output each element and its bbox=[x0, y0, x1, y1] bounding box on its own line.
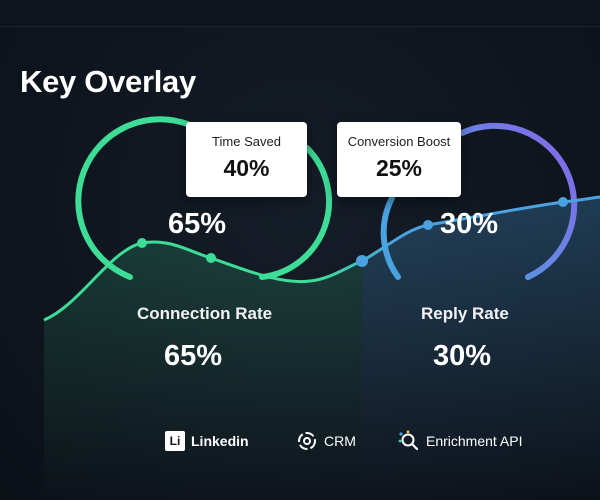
card-label: Conversion Boost bbox=[347, 134, 451, 149]
trend-point bbox=[558, 197, 568, 207]
crm-icon bbox=[296, 430, 318, 452]
gauge-arc-reply-rate-left bbox=[380, 195, 401, 280]
gauge-center-value-connection-rate: 65% bbox=[168, 208, 227, 240]
integration-enrichment-api[interactable]: Enrichment API bbox=[398, 428, 523, 454]
integration-label: Linkedin bbox=[191, 433, 249, 449]
trend-point bbox=[137, 238, 147, 248]
gauge-arc-connection-rate-right bbox=[259, 145, 332, 280]
enrichment-api-icon bbox=[398, 430, 420, 452]
metric-label-reply-rate: Reply Rate bbox=[421, 304, 509, 323]
page-title: Key Overlay bbox=[20, 64, 196, 99]
metric-value-connection-rate: 65% bbox=[164, 340, 223, 372]
trend-point bbox=[423, 220, 433, 230]
time-saved-card: Time Saved 40% bbox=[186, 122, 307, 197]
linkedin-icon: Li bbox=[165, 431, 185, 451]
trend-area-green bbox=[44, 241, 362, 500]
gauge-arc-connection-rate bbox=[75, 116, 193, 280]
integration-label: CRM bbox=[324, 433, 356, 449]
conversion-boost-card: Conversion Boost 25% bbox=[337, 122, 461, 197]
card-label: Time Saved bbox=[212, 134, 281, 149]
trend-point bbox=[206, 253, 216, 263]
card-value: 25% bbox=[375, 155, 423, 181]
integration-label: Enrichment API bbox=[426, 433, 523, 449]
metric-value-reply-rate: 30% bbox=[433, 340, 492, 372]
gauge-arc-reply-rate bbox=[459, 122, 578, 280]
gauge-center-value-reply-rate: 30% bbox=[440, 208, 499, 240]
metric-label-connection-rate: Connection Rate bbox=[137, 304, 273, 323]
card-value: 40% bbox=[223, 155, 270, 181]
integration-crm[interactable]: CRM bbox=[296, 428, 356, 454]
trend-point bbox=[356, 255, 368, 267]
top-bar bbox=[0, 0, 600, 27]
integration-linkedin[interactable]: Li Linkedin bbox=[165, 428, 249, 454]
